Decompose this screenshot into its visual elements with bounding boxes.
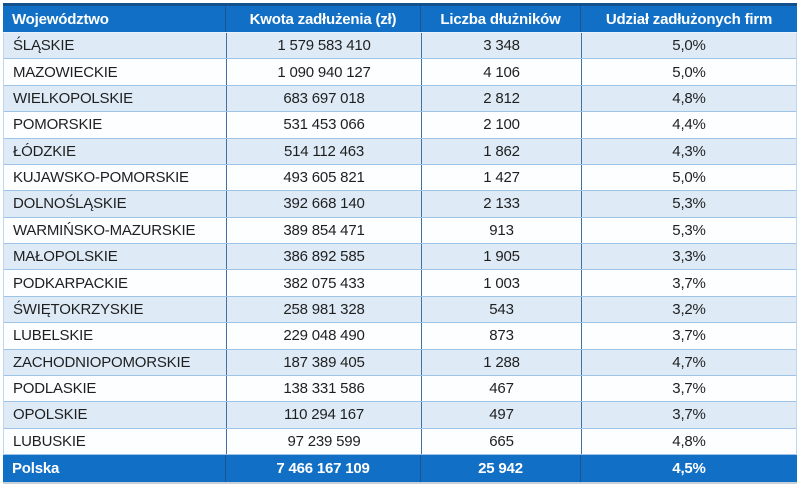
cell-udzial-zadluzonych-firm: 5,3% bbox=[581, 191, 796, 217]
cell-kwota-zadluzenia: 514 112 463 bbox=[226, 138, 421, 164]
cell-kwota-zadluzenia: 258 981 328 bbox=[226, 296, 421, 323]
table-row: ŁÓDZKIE 514 112 463 1 862 4,3% bbox=[4, 138, 796, 165]
cell-wojewodztwo: MAZOWIECKIE bbox=[13, 63, 118, 81]
cell-liczba-dluznikow: 4 106 bbox=[421, 59, 581, 85]
cell-liczba-dluznikow: 467 bbox=[421, 375, 581, 402]
table-row: ZACHODNIOPOMORSKIE 187 389 405 1 288 4,7% bbox=[4, 349, 796, 376]
total-kwota: 7 466 167 109 bbox=[225, 455, 420, 482]
cell-liczba-dluznikow: 497 bbox=[421, 402, 581, 428]
total-label: Polska bbox=[12, 460, 60, 477]
cell-kwota-zadluzenia: 229 048 490 bbox=[226, 323, 421, 349]
column-header-kwota-zadluzenia: Kwota zadłużenia (zł) bbox=[225, 6, 420, 32]
cell-udzial-zadluzonych-firm: 3,3% bbox=[581, 244, 796, 270]
cell-udzial-zadluzonych-firm: 3,7% bbox=[581, 323, 796, 349]
cell-kwota-zadluzenia: 389 854 471 bbox=[226, 217, 421, 243]
cell-wojewodztwo: ŚWIĘTOKRZYSKIE bbox=[13, 300, 144, 318]
cell-wojewodztwo: WARMIŃSKO-MAZURSKIE bbox=[13, 221, 196, 239]
cell-liczba-dluznikow: 543 bbox=[421, 296, 581, 323]
table-row: ŚWIĘTOKRZYSKIE 258 981 328 543 3,2% bbox=[4, 296, 796, 324]
cell-udzial-zadluzonych-firm: 3,7% bbox=[581, 270, 796, 296]
cell-udzial-zadluzonych-firm: 5,0% bbox=[581, 164, 796, 191]
cell-udzial-zadluzonych-firm: 4,4% bbox=[581, 112, 796, 138]
cell-kwota-zadluzenia: 386 892 585 bbox=[226, 244, 421, 270]
voivodeship-debt-table: Województwo Kwota zadłużenia (zł) Liczba… bbox=[3, 3, 797, 484]
total-udzial: 4,5% bbox=[580, 455, 797, 482]
cell-kwota-zadluzenia: 187 389 405 bbox=[226, 349, 421, 375]
cell-udzial-zadluzonych-firm: 5,3% bbox=[581, 217, 796, 243]
table-row: KUJAWSKO-POMORSKIE 493 605 821 1 427 5,0% bbox=[4, 164, 796, 192]
cell-kwota-zadluzenia: 1 090 940 127 bbox=[226, 59, 421, 85]
cell-kwota-zadluzenia: 110 294 167 bbox=[226, 402, 421, 428]
cell-liczba-dluznikow: 1 288 bbox=[421, 349, 581, 375]
table-row: MAŁOPOLSKIE 386 892 585 1 905 3,3% bbox=[4, 244, 796, 271]
cell-wojewodztwo: ZACHODNIOPOMORSKIE bbox=[13, 353, 191, 371]
table-row: MAZOWIECKIE 1 090 940 127 4 106 5,0% bbox=[4, 59, 796, 86]
cell-udzial-zadluzonych-firm: 4,7% bbox=[581, 349, 796, 375]
cell-wojewodztwo: ŚLĄSKIE bbox=[13, 37, 75, 55]
cell-wojewodztwo: ŁÓDZKIE bbox=[13, 142, 76, 160]
cell-udzial-zadluzonych-firm: 3,2% bbox=[581, 296, 796, 323]
cell-liczba-dluznikow: 1 862 bbox=[421, 138, 581, 164]
cell-wojewodztwo: LUBELSKIE bbox=[13, 327, 93, 345]
cell-udzial-zadluzonych-firm: 4,8% bbox=[581, 428, 796, 454]
cell-udzial-zadluzonych-firm: 4,3% bbox=[581, 138, 796, 164]
column-header-udzial-zadluzonych-firm: Udział zadłużonych firm bbox=[580, 6, 797, 32]
cell-wojewodztwo: DOLNOŚLĄSKIE bbox=[13, 195, 127, 213]
cell-liczba-dluznikow: 665 bbox=[421, 428, 581, 454]
table-row: ŚLĄSKIE 1 579 583 410 3 348 5,0% bbox=[4, 33, 796, 60]
cell-udzial-zadluzonych-firm: 5,0% bbox=[581, 33, 796, 59]
cell-liczba-dluznikow: 2 133 bbox=[421, 191, 581, 217]
cell-wojewodztwo: LUBUSKIE bbox=[13, 432, 86, 450]
cell-udzial-zadluzonych-firm: 5,0% bbox=[581, 59, 796, 85]
table-row: WIELKOPOLSKIE 683 697 018 2 812 4,8% bbox=[4, 85, 796, 113]
table-body: ŚLĄSKIE 1 579 583 410 3 348 5,0% MAZOWIECKIE… bbox=[3, 33, 797, 455]
cell-liczba-dluznikow: 2 812 bbox=[421, 85, 581, 112]
cell-kwota-zadluzenia: 531 453 066 bbox=[226, 112, 421, 138]
table-row: LUBUSKIE 97 239 599 665 4,8% bbox=[4, 428, 796, 455]
table-row: PODKARPACKIE 382 075 433 1 003 3,7% bbox=[4, 270, 796, 297]
cell-kwota-zadluzenia: 382 075 433 bbox=[226, 270, 421, 296]
cell-wojewodztwo: PODLASKIE bbox=[13, 380, 97, 398]
cell-wojewodztwo: MAŁOPOLSKIE bbox=[13, 248, 118, 266]
cell-wojewodztwo: PODKARPACKIE bbox=[13, 274, 128, 292]
cell-kwota-zadluzenia: 392 668 140 bbox=[226, 191, 421, 217]
cell-kwota-zadluzenia: 97 239 599 bbox=[226, 428, 421, 454]
table-row: PODLASKIE 138 331 586 467 3,7% bbox=[4, 375, 796, 403]
cell-liczba-dluznikow: 3 348 bbox=[421, 33, 581, 59]
cell-wojewodztwo: OPOLSKIE bbox=[13, 406, 88, 424]
table-row: OPOLSKIE 110 294 167 497 3,7% bbox=[4, 402, 796, 429]
cell-liczba-dluznikow: 1 003 bbox=[421, 270, 581, 296]
cell-kwota-zadluzenia: 493 605 821 bbox=[226, 164, 421, 191]
cell-liczba-dluznikow: 1 905 bbox=[421, 244, 581, 270]
table-row: LUBELSKIE 229 048 490 873 3,7% bbox=[4, 323, 796, 350]
cell-wojewodztwo: POMORSKIE bbox=[13, 116, 103, 134]
total-liczba: 25 942 bbox=[420, 455, 580, 482]
cell-wojewodztwo: WIELKOPOLSKIE bbox=[13, 89, 133, 107]
column-header-liczba-dluznikow: Liczba dłużników bbox=[420, 6, 580, 32]
table-header-row: Województwo Kwota zadłużenia (zł) Liczba… bbox=[3, 6, 797, 33]
cell-liczba-dluznikow: 1 427 bbox=[421, 164, 581, 191]
cell-udzial-zadluzonych-firm: 4,8% bbox=[581, 85, 796, 112]
table-row: DOLNOŚLĄSKIE 392 668 140 2 133 5,3% bbox=[4, 191, 796, 218]
cell-kwota-zadluzenia: 1 579 583 410 bbox=[226, 33, 421, 59]
table-row: POMORSKIE 531 453 066 2 100 4,4% bbox=[4, 112, 796, 139]
cell-kwota-zadluzenia: 138 331 586 bbox=[226, 375, 421, 402]
cell-udzial-zadluzonych-firm: 3,7% bbox=[581, 402, 796, 428]
cell-liczba-dluznikow: 913 bbox=[421, 217, 581, 243]
cell-udzial-zadluzonych-firm: 3,7% bbox=[581, 375, 796, 402]
table-total-row: Polska 7 466 167 109 25 942 4,5% bbox=[3, 455, 797, 482]
cell-kwota-zadluzenia: 683 697 018 bbox=[226, 85, 421, 112]
column-header-wojewodztwo: Województwo bbox=[12, 10, 109, 28]
table-row: WARMIŃSKO-MAZURSKIE 389 854 471 913 5,3% bbox=[4, 217, 796, 244]
cell-wojewodztwo: KUJAWSKO-POMORSKIE bbox=[13, 169, 189, 187]
cell-liczba-dluznikow: 873 bbox=[421, 323, 581, 349]
cell-liczba-dluznikow: 2 100 bbox=[421, 112, 581, 138]
